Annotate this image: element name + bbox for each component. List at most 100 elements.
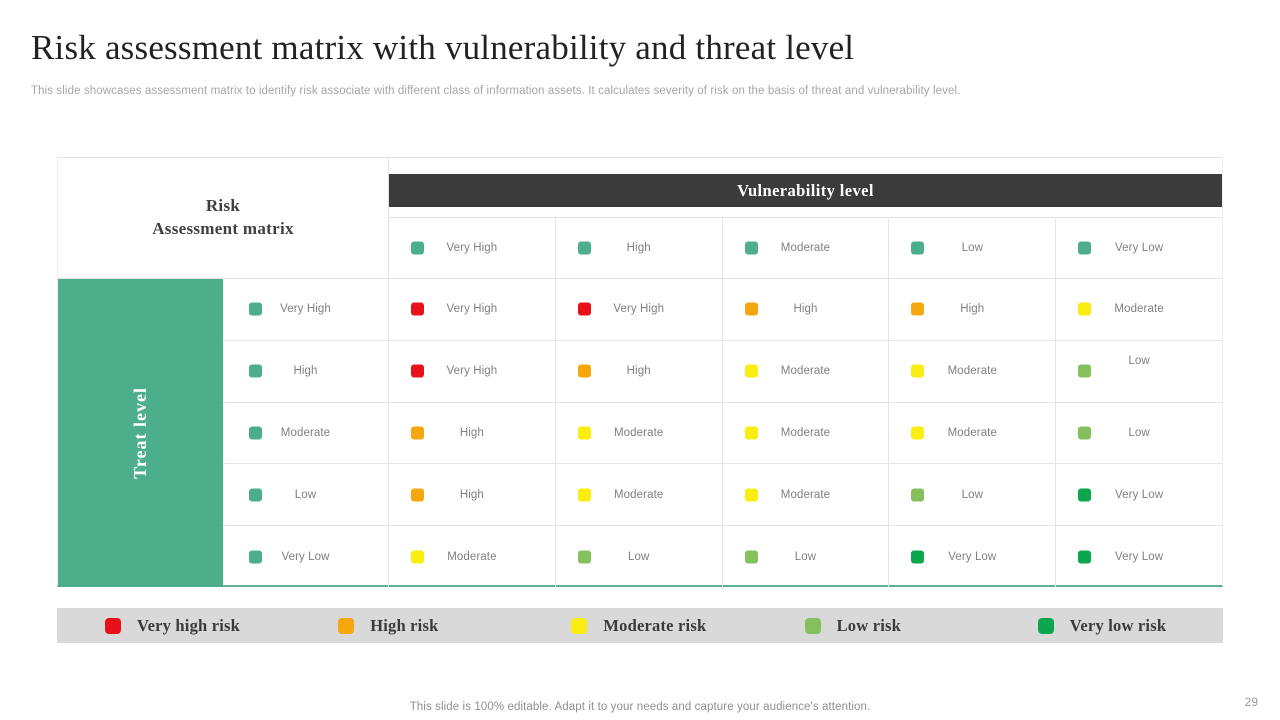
- column-header-moderate: Moderate: [723, 218, 890, 278]
- risk-cell-low: Low: [1056, 341, 1222, 402]
- risk-swatch-icon: [744, 426, 758, 440]
- legend-swatch-icon: [1037, 617, 1054, 634]
- risk-cell-low-label: Low: [961, 488, 983, 501]
- vulnerability-header-area: Vulnerability level Very High High Moderat…: [389, 158, 1222, 278]
- column-header-very-high: Very High: [389, 218, 556, 278]
- matrix-row-high: High Very High High Moderate Moderate Low: [223, 340, 1222, 403]
- risk-cell-moderate-label: Moderate: [947, 426, 997, 439]
- risk-swatch-icon: [911, 364, 925, 378]
- legend-label: Very high risk: [137, 615, 241, 635]
- legend-swatch-icon: [804, 617, 821, 634]
- page-subtitle: This slide showcases assessment matrix t…: [31, 85, 961, 97]
- risk-cell-very-high-label: Very High: [613, 303, 665, 316]
- risk-swatch-icon: [911, 426, 925, 440]
- risk-swatch-icon: [744, 364, 758, 378]
- risk-cell-low-label: Low: [627, 550, 650, 563]
- risk-cell-very-high: Very High: [389, 340, 556, 402]
- level-swatch-icon: [249, 364, 262, 378]
- risk-cell-high-label: High: [459, 426, 484, 439]
- risk-cell-very-low: Very Low: [889, 526, 1057, 587]
- matrix-row-very-low: Very Low Moderate Low Low Very Low Very Low: [223, 526, 1222, 587]
- risk-swatch-icon: [411, 550, 424, 564]
- risk-cell-very-low-label: Very Low: [1115, 550, 1164, 563]
- matrix-row-low: Low High Moderate Moderate Low Very Low: [223, 464, 1222, 527]
- column-header-low-label: Low: [961, 242, 983, 254]
- level-swatch-icon: [249, 302, 262, 316]
- risk-swatch-icon: [1078, 550, 1092, 564]
- risk-cell-moderate: Moderate: [389, 526, 556, 587]
- legend-bar: Very high risk High risk Moderate risk Low …: [57, 608, 1223, 643]
- risk-cell-low: Low: [1056, 403, 1222, 464]
- level-swatch-icon: [249, 488, 262, 502]
- legend-item-high-risk: High risk: [290, 616, 523, 636]
- row-header-low-label: Low: [294, 488, 317, 501]
- risk-cell-high-label: High: [793, 303, 818, 316]
- footer-note: This slide is 100% editable. Adapt it to…: [409, 701, 871, 713]
- risk-cell-moderate-label: Moderate: [614, 488, 664, 501]
- row-header-very-high-label: Very High: [280, 303, 331, 316]
- matrix-row-very-high: Very High Very High Very High High High Moder…: [223, 279, 1222, 341]
- risk-swatch-icon: [411, 364, 424, 378]
- column-header-very-low: Very Low: [1056, 218, 1222, 278]
- risk-swatch-icon: [1078, 488, 1092, 502]
- risk-cell-high: High: [389, 402, 556, 464]
- column-header-row: Very High High Moderate Low Very Low: [389, 217, 1222, 278]
- risk-cell-very-high: Very High: [389, 279, 556, 340]
- legend-swatch-icon: [338, 617, 355, 634]
- level-swatch-icon: [911, 241, 925, 255]
- risk-cell-high: High: [723, 279, 890, 340]
- risk-cell-low-label: Low: [794, 550, 817, 563]
- risk-swatch-icon: [577, 488, 591, 502]
- risk-cell-very-low-label: Very Low: [1115, 488, 1164, 501]
- matrix-header-band: Risk Assessment matrix Vulnerability lev…: [58, 158, 1222, 278]
- risk-cell-moderate-label: Moderate: [780, 488, 831, 501]
- row-header-very-low: Very Low: [223, 526, 389, 587]
- risk-swatch-icon: [577, 550, 591, 564]
- legend-item-moderate-risk: Moderate risk: [523, 616, 756, 636]
- risk-cell-high-label: High: [626, 365, 651, 378]
- matrix-corner-title: Risk Assessment matrix: [58, 158, 389, 278]
- legend-item-very-high-risk: Very high risk: [57, 616, 290, 636]
- matrix-corner-line2: Assessment matrix: [152, 219, 294, 238]
- risk-cell-moderate: Moderate: [556, 464, 723, 526]
- row-header-high-label: High: [293, 365, 318, 378]
- risk-cell-high-label: High: [459, 488, 484, 501]
- risk-cell-moderate: Moderate: [556, 402, 723, 464]
- risk-cell-moderate: Moderate: [889, 402, 1057, 464]
- risk-cell-moderate: Moderate: [723, 402, 890, 464]
- risk-cell-low: Low: [556, 526, 723, 587]
- column-header-high-label: High: [626, 242, 651, 254]
- risk-swatch-icon: [577, 426, 591, 440]
- risk-cell-high: High: [389, 464, 556, 526]
- page-title: Risk assessment matrix with vulnerabilit…: [31, 28, 855, 67]
- risk-cell-very-low: Very Low: [1056, 464, 1222, 525]
- risk-cell-low: Low: [889, 464, 1057, 526]
- level-swatch-icon: [249, 550, 262, 564]
- legend-label: Very low risk: [1069, 615, 1167, 635]
- risk-cell-very-low: Very Low: [1056, 526, 1222, 587]
- legend-label: Low risk: [836, 615, 901, 635]
- risk-swatch-icon: [577, 364, 591, 378]
- row-header-very-high: Very High: [223, 279, 389, 340]
- risk-assessment-matrix: Risk Assessment matrix Vulnerability lev…: [57, 157, 1223, 587]
- risk-swatch-icon: [577, 302, 591, 316]
- risk-swatch-icon: [1078, 302, 1092, 316]
- level-swatch-icon: [744, 241, 758, 255]
- row-header-moderate: Moderate: [223, 402, 389, 464]
- risk-swatch-icon: [411, 426, 424, 440]
- vulnerability-level-header: Vulnerability level: [389, 174, 1222, 207]
- risk-swatch-icon: [744, 302, 758, 316]
- risk-cell-moderate: Moderate: [723, 464, 890, 526]
- risk-swatch-icon: [1078, 426, 1092, 440]
- risk-cell-moderate: Moderate: [1056, 279, 1222, 340]
- risk-cell-high-label: High: [960, 303, 985, 316]
- legend-item-low-risk: Low risk: [757, 616, 990, 636]
- risk-cell-moderate-label: Moderate: [447, 550, 497, 563]
- legend-label: Moderate risk: [603, 615, 707, 635]
- risk-swatch-icon: [411, 488, 424, 502]
- risk-cell-low: Low: [723, 526, 890, 587]
- column-header-very-high-label: Very High: [446, 242, 498, 254]
- risk-cell-low-label: Low: [1128, 426, 1150, 439]
- risk-swatch-icon: [744, 550, 758, 564]
